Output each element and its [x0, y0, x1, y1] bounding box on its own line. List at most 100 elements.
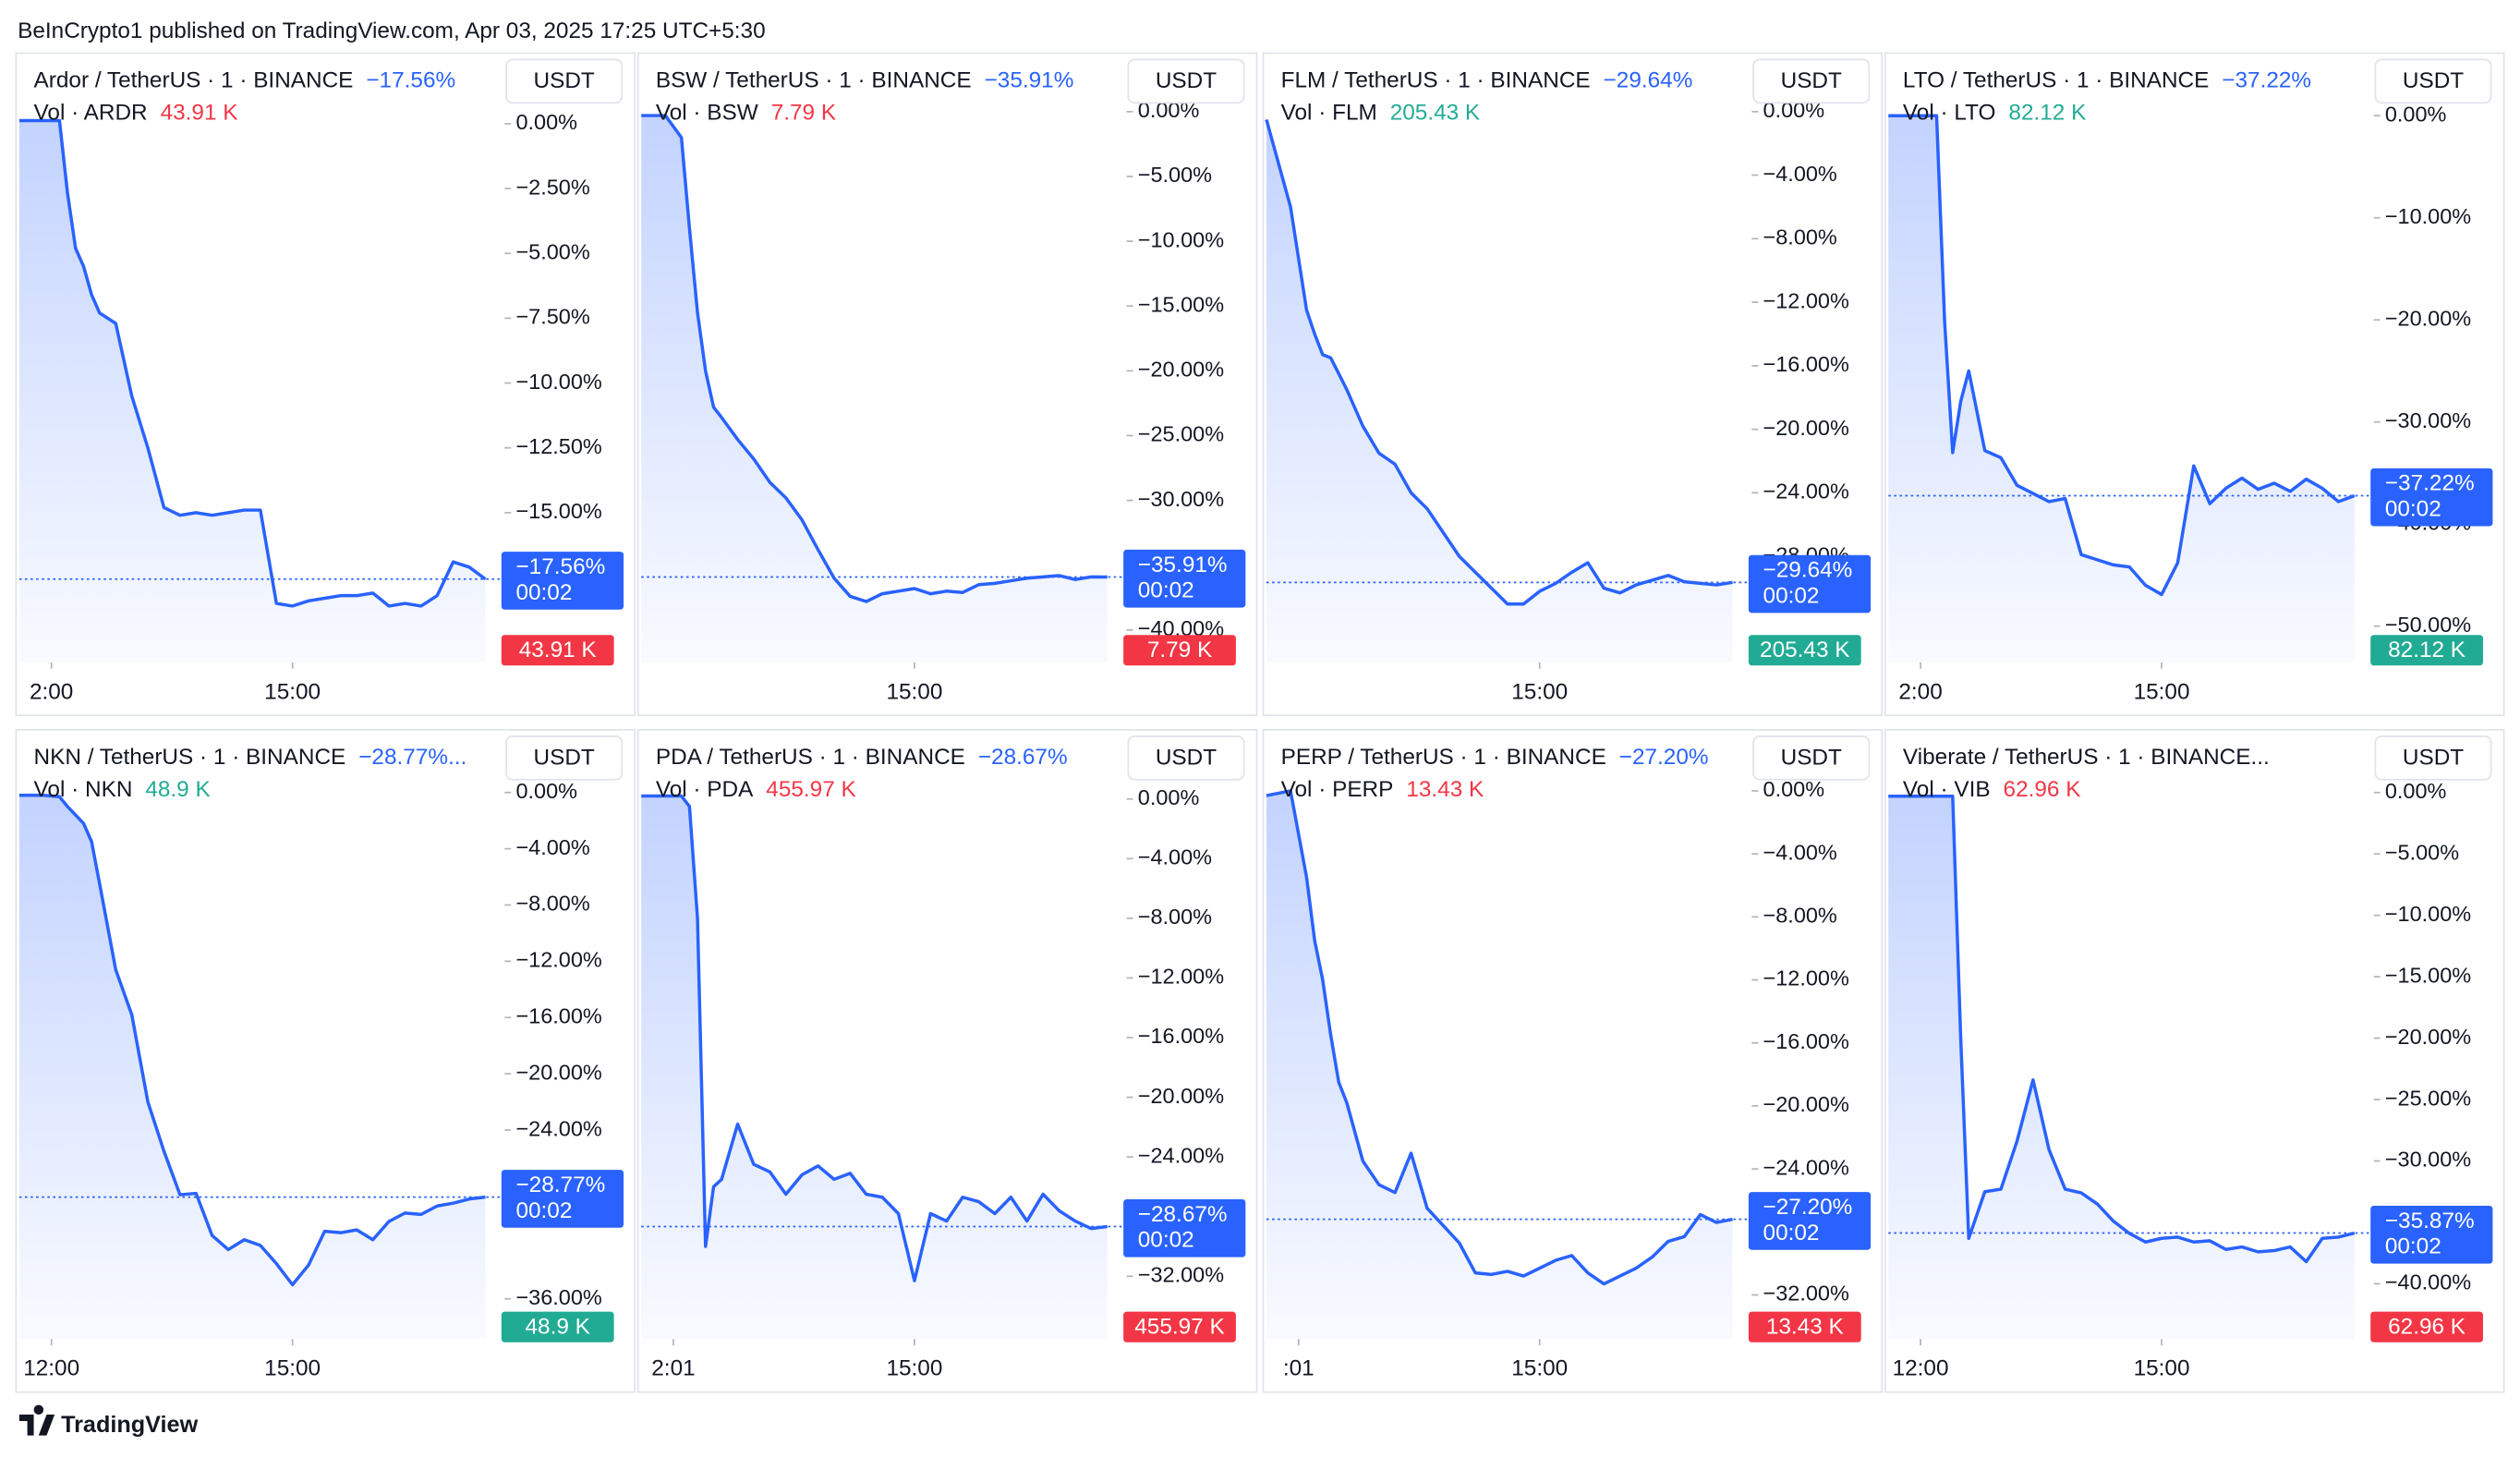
price-line: [1888, 795, 2356, 1264]
y-tick-label: 0.00%: [515, 779, 577, 803]
volume-legend: Vol · ARDR 43.91 K: [34, 101, 238, 126]
y-tick-label: −10.00%: [1138, 227, 1224, 251]
currency-box: [2374, 58, 2492, 104]
y-tick-label: −20.00%: [1763, 416, 1849, 440]
volume-legend: Vol · LTO 82.12 K: [1903, 101, 2086, 126]
currency-box: [2374, 735, 2492, 781]
x-tick-label: 15:00: [264, 679, 321, 704]
volume-legend: Vol · PERP 13.43 K: [1281, 777, 1484, 802]
volume-tag: [1123, 635, 1236, 666]
price-line: [1266, 789, 1733, 1286]
price-line: [1265, 118, 1733, 606]
x-tick-label: 15:00: [264, 1356, 321, 1381]
y-tick-label: −12.00%: [1763, 288, 1849, 312]
price-area: [1888, 796, 2355, 1340]
y-tick-label: −5.00%: [1138, 163, 1212, 187]
y-tick-label: 0.00%: [2385, 779, 2447, 803]
volume-tag: [501, 635, 614, 666]
countdown: 00:02: [1138, 578, 1194, 603]
volume-tag: [1123, 1311, 1236, 1343]
y-tick-label: −10.00%: [515, 370, 601, 394]
currency-box: [1127, 735, 1245, 781]
y-tick-label: −10.00%: [2385, 204, 2471, 228]
header-change: −17.56%: [366, 68, 455, 93]
x-tick-label: 2:00: [30, 679, 73, 704]
chart-panel: 0.00% −2.50% −5.00% −7.50% −10.00% −12.50% −15…: [15, 52, 636, 717]
last-price-tag: [501, 552, 624, 610]
y-tick-label: −16.00%: [1763, 1029, 1849, 1053]
y-tick-label: −8.00%: [1763, 225, 1837, 249]
chart-title: NKN / TetherUS · 1 · BINANCE −28.77%...: [34, 746, 467, 771]
x-tick-label: :01: [1283, 1356, 1315, 1381]
countdown: 00:02: [2385, 1234, 2441, 1259]
currency-box: [505, 735, 624, 781]
currency-label: USDT: [534, 68, 595, 93]
publish-header: BeInCrypto1 published on TradingView.com…: [18, 18, 766, 43]
volume-tag-label: 62.96 K: [2388, 1315, 2465, 1340]
last-price-label: −35.91%: [1138, 553, 1228, 577]
y-tick-label: −30.00%: [2385, 408, 2471, 432]
last-price-label: −28.67%: [1138, 1202, 1228, 1227]
last-price-tag: [2370, 1205, 2493, 1264]
price-line: [641, 114, 1108, 603]
currency-label: USDT: [1781, 68, 1842, 93]
footer-brand: TradingView: [61, 1412, 198, 1438]
currency-label: USDT: [1156, 746, 1217, 771]
volume-label: Vol · PERP: [1281, 777, 1394, 802]
y-tick-label: −20.00%: [2385, 306, 2471, 330]
price-area: [1266, 790, 1733, 1340]
header-change: −35.91%: [985, 68, 1074, 93]
y-tick-label: −20.00%: [1138, 1084, 1224, 1108]
y-tick-label: 0.00%: [515, 110, 577, 134]
price-line: [18, 794, 486, 1287]
y-tick-label: −2.50%: [515, 175, 589, 199]
countdown: 00:02: [1763, 583, 1820, 608]
volume-legend: Vol · FLM 205.43 K: [1281, 101, 1481, 126]
volume-label: Vol · VIB: [1903, 777, 1991, 802]
volume-label: Vol · ARDR: [34, 101, 148, 126]
y-tick-label: −5.00%: [515, 239, 589, 263]
logo: [18, 1404, 55, 1436]
volume-value: 48.9 K: [145, 777, 210, 802]
y-tick-label: −12.00%: [1763, 966, 1849, 990]
y-tick-label: −4.00%: [515, 835, 589, 859]
x-tick-label: 15:00: [2134, 679, 2190, 704]
currency-label: USDT: [1781, 746, 1842, 771]
y-tick-label: 0.00%: [1138, 785, 1200, 809]
currency-box: [505, 58, 624, 104]
y-tick-label: −20.00%: [2385, 1025, 2471, 1049]
volume-legend: Vol · VIB 62.96 K: [1903, 777, 2081, 802]
volume-legend: Vol · PDA 455.97 K: [656, 777, 856, 802]
volume-tag-label: 455.97 K: [1134, 1315, 1224, 1340]
symbol-title: FLM / TetherUS · 1 · BINANCE: [1281, 68, 1591, 93]
y-tick-label: −5.00%: [2385, 840, 2459, 864]
price-area: [18, 795, 486, 1340]
y-tick-label: −20.00%: [1138, 358, 1224, 382]
y-tick-label: −15.00%: [2385, 963, 2471, 987]
price-area: [641, 115, 1108, 662]
y-tick-label: −30.00%: [1138, 487, 1224, 511]
last-price-tag: [501, 1170, 624, 1228]
volume-tag-label: 82.12 K: [2388, 638, 2465, 662]
last-price-tag: [1748, 554, 1872, 614]
volume-legend: Vol · NKN 48.9 K: [34, 777, 211, 802]
last-price-tag: [2370, 468, 2493, 527]
chart-panel: 0.00% −4.00% −8.00% −12.00% −16.00% −20.00% −2…: [15, 729, 636, 1393]
volume-tag: [2370, 635, 2483, 666]
chart-panel: 0.00% −4.00% −8.00% −12.00% −16.00% −20.00% −2…: [1262, 729, 1884, 1393]
y-tick-label: −36.00%: [515, 1285, 601, 1309]
header-change: −27.20%: [1619, 746, 1709, 771]
chart-title: Ardor / TetherUS · 1 · BINANCE −17.56%: [34, 68, 456, 93]
y-tick-label: −32.00%: [1138, 1262, 1224, 1286]
x-tick-label: 15:00: [886, 1356, 942, 1381]
volume-tag-label: 13.43 K: [1766, 1315, 1844, 1340]
y-tick-label: −15.00%: [1138, 292, 1224, 316]
last-price-label: −35.87%: [2385, 1209, 2475, 1233]
chart-title: BSW / TetherUS · 1 · BINANCE −35.91%: [656, 68, 1074, 93]
price-area: [641, 796, 1108, 1340]
y-tick-label: −24.00%: [515, 1116, 601, 1140]
x-tick-label: 15:00: [886, 679, 942, 704]
y-tick-label: −12.50%: [515, 434, 601, 458]
volume-value: 205.43 K: [1390, 101, 1480, 126]
